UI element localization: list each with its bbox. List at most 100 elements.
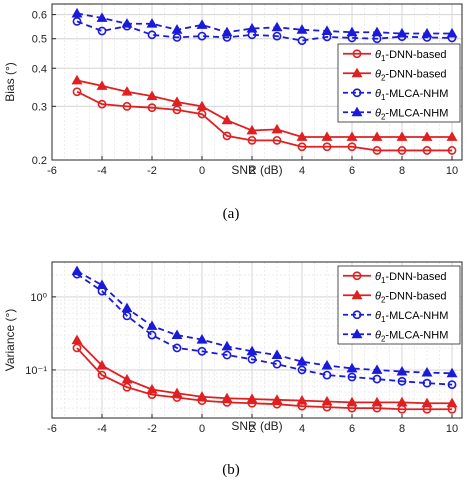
x-tick-label: 6 — [349, 423, 355, 435]
data-point — [172, 105, 182, 115]
series-2 — [71, 74, 458, 141]
data-point — [97, 370, 107, 380]
data-point — [97, 99, 107, 109]
data-point — [121, 373, 133, 384]
data-point — [271, 394, 283, 404]
panel-a-bias-chart: -6 -4 -2 0 2 4 6 8 10 0.2 0.3 0.4 0.5 0.6 SNR (dB) Bias… — [3, 3, 463, 222]
axes-frame — [51, 261, 463, 419]
legend-marker — [352, 271, 362, 281]
x-tick-label: 10 — [446, 423, 458, 435]
data-point — [421, 397, 433, 408]
data-point — [147, 103, 157, 113]
x-tick-label: -6 — [47, 165, 57, 177]
series-2 — [71, 334, 458, 408]
axes-frame — [51, 3, 463, 161]
data-point — [297, 142, 307, 152]
data-point — [422, 146, 432, 155]
data-point — [346, 26, 358, 37]
data-point — [321, 25, 333, 35]
series-1 — [72, 87, 457, 155]
data-point — [296, 24, 308, 34]
legend-marker — [351, 289, 363, 300]
data-point — [172, 343, 182, 353]
data-point — [372, 146, 382, 155]
data-point — [122, 101, 132, 111]
data-point — [322, 370, 332, 380]
data-point — [346, 131, 358, 141]
x-tick-label: 2 — [249, 165, 255, 177]
data-point — [422, 378, 432, 388]
series-line — [76, 273, 453, 386]
data-point — [271, 21, 283, 32]
legend-marker — [352, 310, 362, 320]
series-line — [76, 12, 452, 35]
series-line — [76, 347, 452, 411]
series-4 — [71, 265, 458, 378]
data-point — [222, 131, 232, 141]
series-4 — [71, 7, 458, 38]
y-axis-label: Bias (°) — [3, 62, 17, 101]
data-point — [121, 86, 133, 96]
data-point — [321, 359, 333, 370]
data-point — [447, 380, 457, 390]
legend-marker — [352, 49, 362, 59]
data-point — [321, 395, 333, 406]
legend-entry: θ2-DNN-based — [375, 68, 447, 82]
data-point — [272, 359, 282, 369]
data-point — [346, 362, 358, 373]
legend-entry: θ1-DNN-based — [375, 49, 447, 63]
legend: θ1-DNN-based θ2-DNN-based θ1-MLCA-NHM θ2-ML… — [337, 43, 461, 123]
data-point — [71, 7, 83, 18]
data-point — [146, 320, 158, 330]
data-point — [371, 396, 383, 407]
series-line — [76, 79, 452, 138]
data-point — [71, 265, 83, 276]
data-point — [446, 397, 458, 408]
x-tick-label: -4 — [97, 165, 107, 177]
data-point — [322, 142, 332, 152]
data-point — [171, 24, 183, 34]
data-point — [447, 146, 457, 155]
data-point — [272, 31, 282, 41]
x-tick-label: 0 — [199, 423, 205, 435]
data-point — [97, 26, 107, 36]
data-point — [146, 90, 158, 101]
x-tick-label: 6 — [349, 165, 355, 177]
data-point — [421, 131, 433, 141]
panel-label: (b) — [222, 462, 240, 478]
data-point — [71, 334, 83, 345]
data-point — [396, 365, 408, 376]
legend: θ1-DNN-based θ2-DNN-based θ1-MLCA-NHM θ2-ML… — [337, 265, 461, 345]
data-point — [346, 396, 358, 407]
data-point — [246, 393, 258, 403]
data-point — [197, 109, 207, 119]
data-point — [221, 340, 233, 351]
x-tick-label: -2 — [147, 423, 157, 435]
data-point — [121, 302, 133, 313]
data-point — [71, 74, 83, 85]
legend-entry: θ1-MLCA-NHM — [375, 88, 448, 102]
data-point — [371, 26, 383, 37]
data-point — [372, 374, 382, 384]
data-point — [196, 100, 208, 111]
data-point — [96, 359, 108, 370]
data-point — [221, 114, 233, 125]
data-point — [72, 16, 82, 26]
legend-marker — [351, 67, 363, 78]
data-point — [296, 395, 308, 405]
data-point — [96, 12, 108, 22]
data-point — [197, 31, 207, 41]
x-tick-label: 0 — [199, 165, 205, 177]
x-tick-label: 2 — [249, 423, 255, 435]
data-point — [147, 330, 157, 340]
data-point — [446, 131, 458, 141]
data-point — [371, 364, 383, 374]
data-point — [221, 26, 233, 37]
x-tick-label: 8 — [399, 423, 405, 435]
y-tick-label: 10⁻¹ — [25, 365, 47, 377]
legend-entry: θ2-DNN-based — [375, 290, 447, 304]
y-axis-label: Variance (°) — [3, 309, 17, 372]
data-point — [347, 372, 357, 382]
x-axis-label: SNR (dB) — [231, 163, 282, 177]
data-point — [296, 131, 308, 141]
